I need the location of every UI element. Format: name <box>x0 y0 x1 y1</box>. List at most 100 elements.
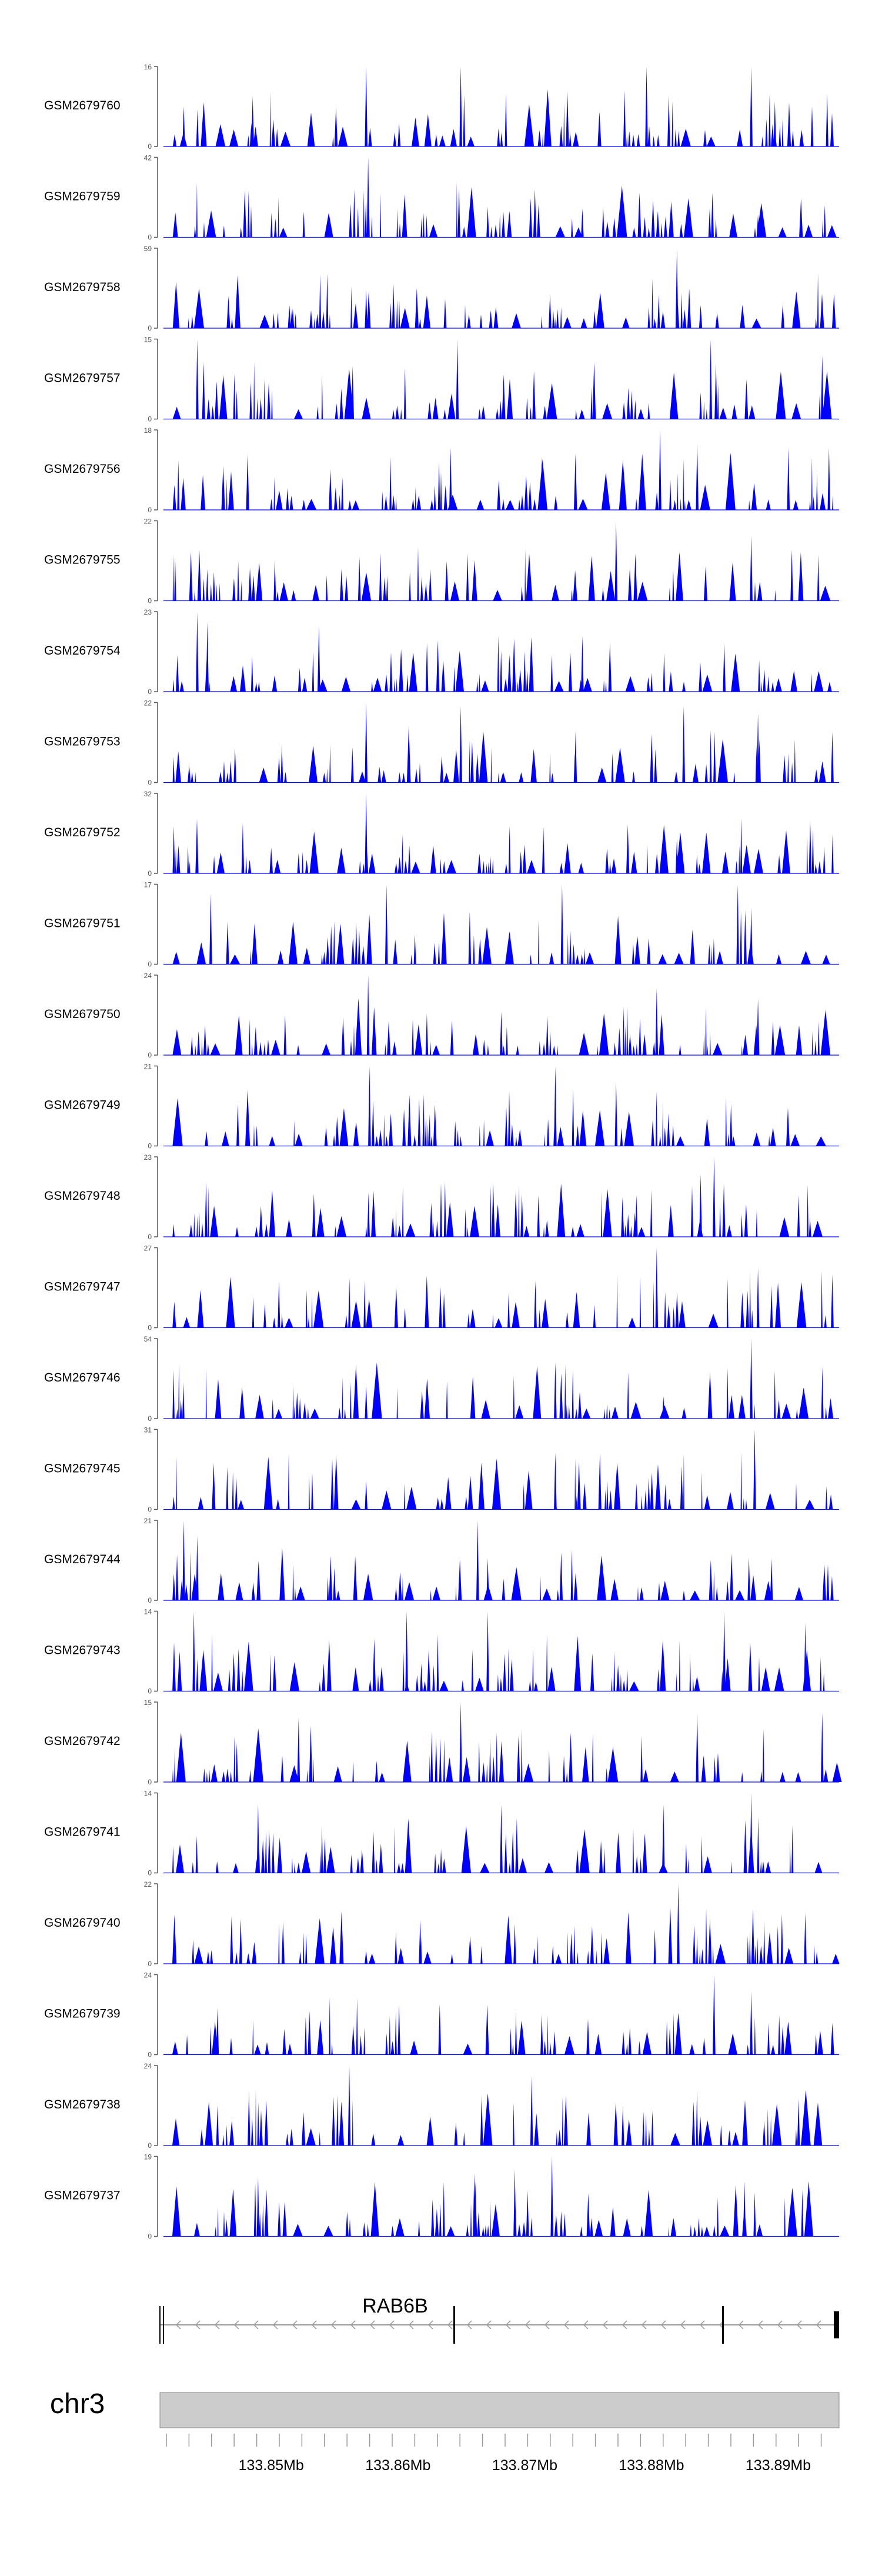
track-ymin-label: 0 <box>148 688 152 696</box>
track-ymax-label: 14 <box>144 1608 152 1616</box>
track-GSM2679760: GSM2679760 16 0 <box>44 63 839 151</box>
track-label: GSM2679749 <box>44 1099 121 1112</box>
track-signal-area <box>163 1974 839 2055</box>
track-ymax-label: 17 <box>144 881 152 889</box>
track-GSM2679758: GSM2679758 59 0 <box>44 245 839 332</box>
track-ymin-label: 0 <box>148 2233 152 2241</box>
strand-arrow <box>311 2320 317 2330</box>
track-ymin-label: 0 <box>148 1869 152 1877</box>
track-signal-area <box>163 157 839 238</box>
track-ymin-label: 0 <box>148 1051 152 1059</box>
gene-label: RAB6B <box>362 2295 428 2317</box>
track-GSM2679756: GSM2679756 18 0 <box>44 426 839 514</box>
track-label: GSM2679739 <box>44 2007 121 2021</box>
strand-arrow <box>660 2320 666 2330</box>
strand-arrow <box>175 2320 181 2330</box>
track-ymax-label: 16 <box>144 63 152 71</box>
track-ymax-label: 14 <box>144 1790 152 1798</box>
track-ymin-label: 0 <box>148 597 152 605</box>
track-label: GSM2679756 <box>44 462 121 476</box>
strand-arrow <box>253 2320 259 2330</box>
track-GSM2679750: GSM2679750 24 0 <box>44 972 839 1059</box>
axis-tick-label: 133.89Mb <box>746 2457 811 2474</box>
track-signal-area <box>163 702 839 783</box>
track-signal-area <box>163 2066 839 2145</box>
track-ymin-label: 0 <box>148 1596 152 1604</box>
track-ymax-label: 24 <box>144 1971 152 1980</box>
track-signal-area <box>163 430 839 510</box>
strand-arrow <box>622 2320 627 2330</box>
track-ymin-label: 0 <box>148 779 152 787</box>
strand-arrow <box>524 2320 530 2330</box>
track-label: GSM2679743 <box>44 1644 121 1657</box>
gene-exon <box>834 2311 839 2338</box>
track-signal-area <box>163 2156 839 2237</box>
axis-tick-label: 133.88Mb <box>619 2457 684 2474</box>
track-label: GSM2679744 <box>44 1553 121 1566</box>
gene-track: RAB6B <box>159 2295 839 2344</box>
track-GSM2679748: GSM2679748 23 0 <box>44 1153 839 1241</box>
strand-arrow <box>583 2320 589 2330</box>
track-GSM2679755: GSM2679755 22 0 <box>44 518 839 605</box>
chromosome-bar <box>159 2392 840 2428</box>
track-ymax-label: 24 <box>144 972 152 980</box>
track-ymax-label: 21 <box>144 1517 152 1525</box>
strand-arrow <box>816 2320 821 2330</box>
chromosome-label: chr3 <box>50 2388 105 2420</box>
strand-arrow <box>233 2320 239 2330</box>
strand-arrow <box>680 2320 686 2330</box>
track-signal-area <box>163 1611 839 1691</box>
track-ymax-label: 23 <box>144 1153 152 1162</box>
track-signal-area <box>163 1157 839 1237</box>
track-label: GSM2679752 <box>44 826 121 839</box>
track-ymin-label: 0 <box>148 1960 152 1968</box>
track-ymax-label: 31 <box>144 1426 152 1434</box>
track-label: GSM2679738 <box>44 2098 121 2111</box>
track-label: GSM2679740 <box>44 1916 121 1930</box>
track-ymax-label: 22 <box>144 1880 152 1888</box>
strand-arrow <box>427 2320 433 2330</box>
gene-exon <box>159 2306 161 2344</box>
track-label: GSM2679753 <box>44 735 121 749</box>
track-signal-area <box>163 975 839 1055</box>
track-signal-area <box>163 884 839 965</box>
strand-arrow <box>602 2320 608 2330</box>
track-ymin-label: 0 <box>148 324 152 332</box>
track-signal-area <box>163 1520 839 1600</box>
axis-tick-label: 133.87Mb <box>492 2457 557 2474</box>
track-ymin-label: 0 <box>148 142 152 151</box>
strand-arrow <box>369 2320 375 2330</box>
track-ymin-label: 0 <box>148 2051 152 2059</box>
strand-arrow <box>195 2320 201 2330</box>
track-label: GSM2679751 <box>44 917 121 930</box>
strand-arrow <box>466 2320 472 2330</box>
track-ymax-label: 19 <box>144 2153 152 2161</box>
track-GSM2679741: GSM2679741 14 0 <box>44 1790 839 1877</box>
strand-arrow <box>350 2320 356 2330</box>
track-GSM2679743: GSM2679743 14 0 <box>44 1608 839 1696</box>
strand-arrow <box>796 2320 802 2330</box>
track-signal-area <box>163 1339 839 1419</box>
gene-exon <box>453 2306 455 2344</box>
track-label: GSM2679746 <box>44 1371 121 1384</box>
track-signal-area <box>163 520 839 601</box>
track-label: GSM2679754 <box>44 644 121 658</box>
genome-axis: 133.85Mb 133.86Mb 133.87Mb 133.88Mb 133.89Mb <box>166 2434 822 2474</box>
track-label: GSM2679747 <box>44 1280 121 1294</box>
track-ymin-label: 0 <box>148 1687 152 1696</box>
strand-arrow <box>272 2320 278 2330</box>
track-label: GSM2679745 <box>44 1462 121 1476</box>
track-GSM2679738: GSM2679738 24 0 <box>44 2062 839 2150</box>
track-label: GSM2679760 <box>44 99 121 112</box>
track-ymax-label: 54 <box>144 1335 152 1343</box>
strand-arrow <box>757 2320 763 2330</box>
track-ymin-label: 0 <box>148 960 152 969</box>
track-GSM2679742: GSM2679742 15 0 <box>44 1699 842 1786</box>
signal-tracks: GSM2679760160GSM2679759420GSM2679758590G… <box>44 63 842 2241</box>
track-ymin-label: 0 <box>148 233 152 242</box>
track-GSM2679739: GSM2679739 24 0 <box>44 1971 839 2059</box>
track-ymax-label: 22 <box>144 518 152 526</box>
track-GSM2679737: GSM2679737 19 0 <box>44 2153 839 2241</box>
strand-arrow <box>486 2320 492 2330</box>
